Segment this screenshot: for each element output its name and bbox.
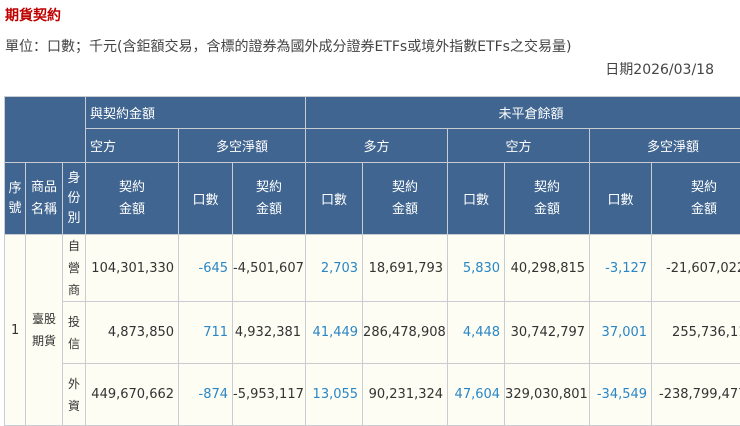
oi-net-volume-link[interactable]: 37,001 [590, 302, 652, 364]
date-label: 日期2026/03/18 [605, 59, 714, 79]
header-oi-net-volume: 口數 [590, 163, 652, 235]
oi-net-amount: 255,736,111 [652, 302, 740, 364]
header-oi-long-amount: 契約金額 [363, 163, 448, 235]
oi-net-volume-link[interactable]: -3,127 [590, 235, 652, 302]
header-trade-short-amount: 契約金額 [86, 163, 179, 235]
header-blank [5, 97, 86, 163]
trade-net-volume-link[interactable]: 711 [179, 302, 233, 364]
header-seq: 序號 [5, 163, 26, 235]
table-row: 外資 449,670,662 -874 -5,953,117 13,055 90… [5, 364, 740, 426]
identity-cell: 投信 [63, 302, 86, 364]
oi-net-amount: -238,799,477 [652, 364, 740, 426]
oi-long-amount: 286,478,908 [363, 302, 448, 364]
trade-net-volume-link[interactable]: -645 [179, 235, 233, 302]
unit-note: 單位：口數；千元(含鉅額交易，含標的證券為國外成分證券ETFs或境外指數ETFs… [5, 36, 571, 56]
header-oi-short-volume: 口數 [448, 163, 505, 235]
trade-net-amount: 4,932,381 [233, 302, 306, 364]
seq-cell: 1 [5, 235, 26, 426]
oi-long-volume-link[interactable]: 41,449 [306, 302, 363, 364]
identity-cell: 外資 [63, 364, 86, 426]
header-oi-short-amount: 契約金額 [505, 163, 590, 235]
oi-net-volume-link[interactable]: -34,549 [590, 364, 652, 426]
header-oi-net-amount: 契約金額 [652, 163, 740, 235]
oi-short-volume-link[interactable]: 4,448 [448, 302, 505, 364]
header-oi-long: 多方 [306, 129, 448, 163]
oi-short-amount: 40,298,815 [505, 235, 590, 302]
header-oi-long-volume: 口數 [306, 163, 363, 235]
oi-net-amount: -21,607,022 [652, 235, 740, 302]
oi-long-amount: 90,231,324 [363, 364, 448, 426]
identity-cell: 自營商 [63, 235, 86, 302]
header-trade-net-volume: 口數 [179, 163, 233, 235]
trade-net-amount: -5,953,117 [233, 364, 306, 426]
oi-short-amount: 329,030,801 [505, 364, 590, 426]
oi-long-amount: 18,691,793 [363, 235, 448, 302]
trade-short-amount: 4,873,850 [86, 302, 179, 364]
header-trade-net-amount: 契約金額 [233, 163, 306, 235]
table-row: 投信 4,873,850 711 4,932,381 41,449 286,47… [5, 302, 740, 364]
header-identity: 身份別 [63, 163, 86, 235]
trade-short-amount: 449,670,662 [86, 364, 179, 426]
oi-short-volume-link[interactable]: 5,830 [448, 235, 505, 302]
trade-net-volume-link[interactable]: -874 [179, 364, 233, 426]
futures-table: 與契約金額 未平倉餘額 空方 多空淨額 多方 空方 多空淨額 序號 商品名稱 身… [4, 96, 740, 426]
page-title: 期貨契約 [5, 5, 61, 25]
header-trade-short: 空方 [86, 129, 179, 163]
header-trade-net: 多空淨額 [179, 129, 306, 163]
oi-long-volume-link[interactable]: 2,703 [306, 235, 363, 302]
oi-long-volume-link[interactable]: 13,055 [306, 364, 363, 426]
header-oi-net: 多空淨額 [590, 129, 740, 163]
header-trade-amount-group: 與契約金額 [86, 97, 306, 129]
header-oi-short: 空方 [448, 129, 590, 163]
header-open-interest-group: 未平倉餘額 [306, 97, 740, 129]
table-row: 1 臺股期貨 自營商 104,301,330 -645 -4,501,607 2… [5, 235, 740, 302]
trade-net-amount: -4,501,607 [233, 235, 306, 302]
oi-short-volume-link[interactable]: 47,604 [448, 364, 505, 426]
product-name-cell: 臺股期貨 [26, 235, 63, 426]
header-product: 商品名稱 [26, 163, 63, 235]
trade-short-amount: 104,301,330 [86, 235, 179, 302]
oi-short-amount: 30,742,797 [505, 302, 590, 364]
